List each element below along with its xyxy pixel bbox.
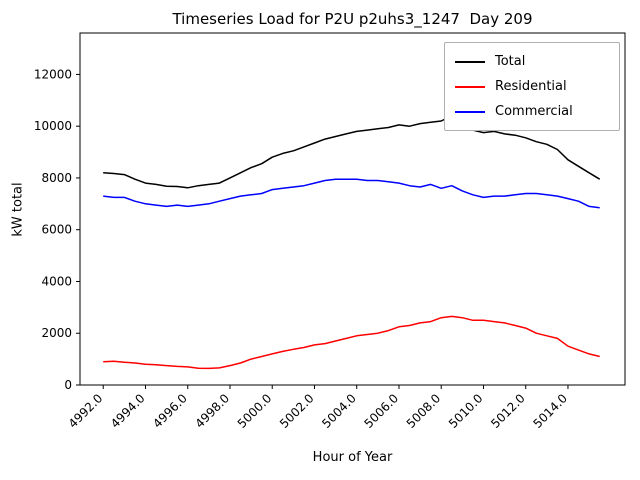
y-tick-label: 8000	[41, 171, 72, 185]
y-tick-label: 4000	[41, 274, 72, 288]
series-line-total	[103, 115, 601, 189]
y-tick-label: 2000	[41, 326, 72, 340]
y-tick-label: 0	[64, 378, 72, 392]
x-tick-label: 4992.0	[66, 391, 106, 431]
series-line-commercial	[103, 178, 600, 209]
legend-label-commercial: Commercial	[495, 104, 573, 119]
x-tick-label: 5012.0	[488, 391, 528, 431]
x-axis-label: Hour of Year	[312, 450, 393, 465]
legend-entry-commercial: Commercial	[455, 99, 609, 124]
x-tick-label: 4998.0	[193, 391, 233, 431]
x-tick-label: 5006.0	[361, 391, 401, 431]
residential-line-swatch	[455, 85, 485, 88]
y-tick-label: 12000	[34, 67, 72, 81]
x-tick-label: 5008.0	[404, 391, 444, 431]
legend-label-residential: Residential	[495, 79, 567, 94]
y-axis-label: kW total	[10, 182, 26, 237]
chart-title: Timeseries Load for P2U p2uhs3_1247 Day …	[172, 10, 533, 28]
commercial-line-swatch	[455, 110, 485, 113]
x-tick-label: 4996.0	[150, 391, 190, 431]
series-line-residential	[103, 315, 600, 370]
legend-entry-residential: Residential	[455, 74, 609, 99]
x-tick-label: 5000.0	[235, 391, 275, 431]
legend-label-total: Total	[495, 54, 526, 69]
x-tick-label: 5004.0	[319, 391, 359, 431]
y-tick-label: 10000	[34, 119, 72, 133]
legend-entry-total: Total	[455, 49, 609, 74]
x-tick-label: 5014.0	[530, 391, 570, 431]
x-tick-label: 4994.0	[108, 391, 148, 431]
x-tick-label: 5010.0	[446, 391, 486, 431]
legend: Total Residential Commercial	[444, 42, 620, 131]
y-tick-label: 6000	[41, 223, 72, 237]
total-line-swatch	[455, 60, 485, 63]
axes-spines	[79, 32, 626, 386]
x-tick-label: 5002.0	[277, 391, 317, 431]
